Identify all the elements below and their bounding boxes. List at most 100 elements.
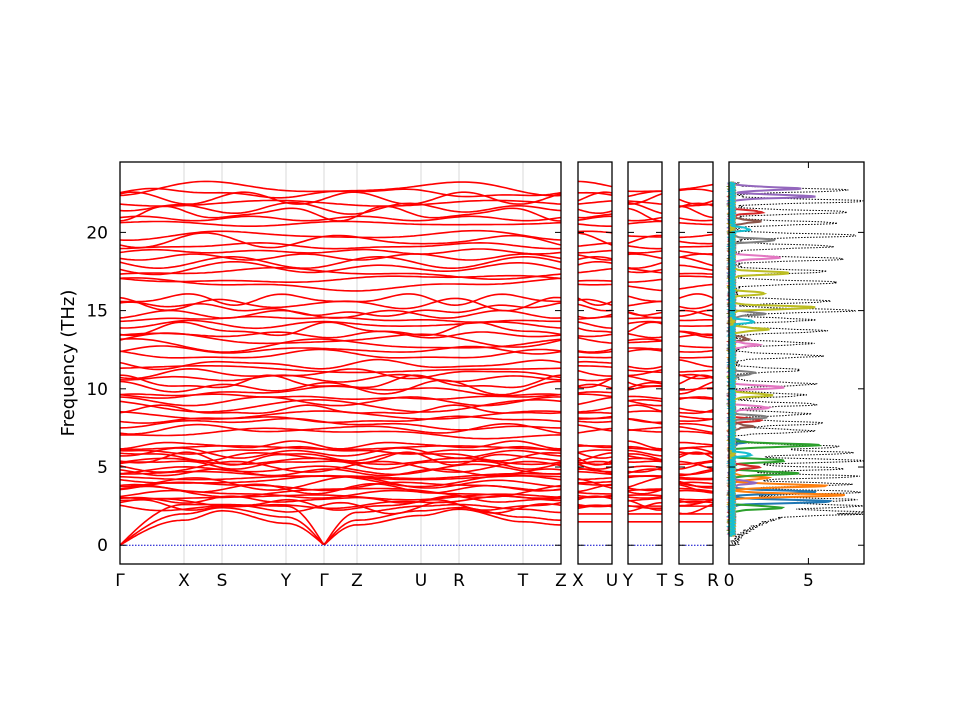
band-structure-lines	[119, 180, 714, 546]
band-line	[577, 393, 613, 398]
band-line	[577, 191, 613, 202]
band-line	[678, 222, 714, 226]
band-line	[627, 340, 663, 344]
band-line	[577, 254, 612, 261]
band-line	[627, 375, 663, 383]
y-axis-label: Frequency (THz)	[58, 290, 79, 437]
band-line	[678, 426, 714, 434]
band-line	[627, 476, 663, 488]
band-line	[119, 266, 562, 280]
band-line	[119, 451, 562, 462]
band-line	[577, 467, 612, 473]
x-tick-label: X	[572, 571, 584, 591]
band-line	[627, 404, 663, 413]
band-line	[578, 477, 613, 481]
band-line	[119, 440, 562, 450]
band-line	[119, 348, 562, 359]
band-line	[119, 180, 562, 197]
band-line	[627, 320, 663, 325]
x-tick-label: Y	[280, 571, 292, 591]
band-line	[678, 373, 714, 379]
band-line	[119, 451, 562, 466]
band-line	[577, 283, 612, 286]
band-line	[627, 235, 662, 238]
band-line	[678, 240, 714, 245]
dos-projected-curve	[725, 181, 756, 537]
band-line	[679, 319, 713, 322]
band-line	[577, 256, 613, 261]
band-line	[678, 217, 714, 222]
band-line	[678, 293, 714, 299]
band-line	[577, 396, 613, 406]
band-line	[678, 369, 714, 373]
band-line	[577, 427, 613, 434]
band-line	[627, 369, 663, 377]
band-line	[678, 198, 714, 205]
band-line	[627, 245, 663, 250]
band-line	[627, 295, 662, 303]
band-line	[678, 407, 713, 413]
band-line	[678, 324, 714, 327]
x-tick-label: Z	[555, 571, 567, 591]
band-line	[678, 483, 714, 494]
band-line	[119, 199, 562, 207]
band-line	[119, 321, 562, 337]
band-line	[577, 232, 613, 246]
dos-x-tick-label: 5	[803, 571, 814, 591]
band-line	[678, 264, 714, 271]
band-line	[577, 482, 613, 487]
x-tick-label: U	[415, 571, 427, 591]
band-line	[627, 321, 663, 333]
band-line	[627, 285, 663, 292]
band-line	[678, 356, 713, 359]
band-line	[578, 480, 613, 484]
band-line	[577, 452, 613, 459]
band-line	[679, 203, 714, 207]
x-tick-label: R	[707, 571, 719, 591]
band-line	[119, 232, 562, 249]
band-line	[577, 494, 613, 498]
band-line	[119, 460, 562, 473]
band-line	[119, 309, 562, 319]
band-line	[120, 427, 561, 440]
band-line	[627, 381, 663, 387]
band-line	[577, 215, 612, 221]
band-line	[627, 207, 663, 222]
band-line	[627, 216, 663, 222]
band-line	[577, 279, 613, 282]
band-line	[678, 418, 714, 422]
band-line	[119, 367, 562, 380]
band-line	[577, 200, 613, 205]
x-tick-label: Z	[351, 571, 363, 591]
band-line	[119, 358, 562, 371]
acoustic-branch	[119, 508, 561, 546]
band-line	[119, 253, 562, 261]
band-line	[119, 396, 562, 407]
band-line	[628, 347, 663, 350]
band-line	[577, 180, 613, 188]
band-line	[678, 445, 714, 450]
band-line	[577, 348, 613, 353]
band-line	[578, 411, 613, 414]
band-panel-frame	[627, 161, 663, 565]
band-line	[577, 444, 613, 449]
band-line	[628, 193, 663, 205]
band-line	[678, 498, 714, 501]
band-line	[678, 461, 714, 470]
band-line	[678, 498, 714, 504]
band-line	[678, 188, 714, 193]
x-tick-label: T	[517, 571, 529, 591]
band-line	[577, 406, 613, 413]
band-line	[119, 373, 562, 383]
x-tick-label: S	[674, 571, 685, 591]
band-line	[627, 348, 663, 353]
band-line	[627, 395, 663, 400]
band-line	[678, 349, 714, 353]
band-line	[678, 344, 713, 349]
band-line	[678, 373, 714, 380]
band-line	[119, 365, 562, 374]
band-line	[119, 229, 562, 241]
band-line	[627, 410, 663, 413]
band-line	[627, 488, 663, 495]
band-line	[678, 459, 714, 466]
